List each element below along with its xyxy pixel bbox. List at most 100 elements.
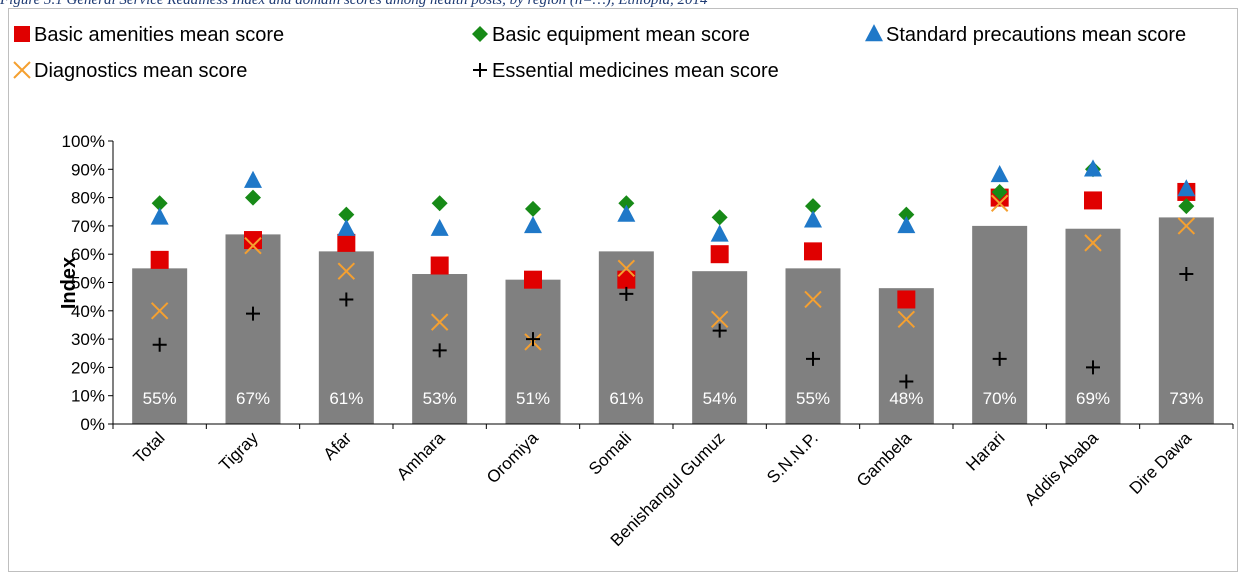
- legend-label: Essential medicines mean score: [492, 60, 779, 82]
- data-point: [337, 218, 356, 236]
- data-point: [710, 245, 729, 264]
- data-point: [152, 337, 167, 352]
- data-point: [431, 195, 448, 212]
- y-tick-label: 70%: [71, 217, 105, 236]
- y-tick-label: 50%: [71, 274, 105, 293]
- data-point: [1084, 234, 1102, 252]
- data-point: [245, 189, 261, 206]
- data-point: [524, 216, 542, 234]
- data-point: [804, 290, 822, 309]
- bar: [972, 225, 1028, 424]
- data-point: [805, 198, 821, 215]
- data-point: [150, 207, 169, 225]
- data-point: [430, 256, 449, 275]
- x-tick-label: Total: [130, 428, 169, 467]
- data-point: [1084, 191, 1102, 210]
- data-point: [244, 170, 262, 188]
- bar-value-label: 55%: [796, 389, 830, 408]
- data-point: [711, 209, 728, 226]
- data-point: [432, 343, 447, 358]
- data-point: [151, 195, 168, 212]
- data-point: [430, 218, 449, 236]
- y-tick-label: 80%: [71, 189, 105, 208]
- data-point: [1177, 179, 1196, 197]
- data-point: [1179, 267, 1194, 282]
- data-point: [337, 262, 356, 280]
- bar-value-label: 54%: [703, 389, 737, 408]
- data-point: [710, 224, 729, 242]
- bar-value-label: 67%: [236, 389, 270, 408]
- x-tick-label: Somali: [585, 428, 635, 478]
- data-point: [991, 183, 1008, 200]
- bar: [785, 268, 841, 424]
- y-tick-label: 90%: [71, 160, 105, 179]
- y-tick-label: 30%: [71, 330, 105, 349]
- legend-marker: [14, 26, 30, 42]
- bar-value-label: 55%: [143, 389, 177, 408]
- x-tick-label: Addis Ababa: [1021, 428, 1102, 509]
- bar: [505, 279, 561, 424]
- x-tick-label: S.N.N.P.: [763, 428, 822, 487]
- legend-marker: [472, 26, 488, 42]
- y-tick-label: 20%: [71, 358, 105, 377]
- data-point: [617, 204, 636, 222]
- bar: [318, 251, 374, 424]
- data-point: [710, 310, 729, 328]
- data-point: [806, 351, 820, 366]
- bar: [692, 271, 748, 424]
- data-point: [897, 290, 916, 309]
- y-tick-label: 10%: [71, 387, 105, 406]
- data-point: [899, 374, 914, 389]
- data-point: [525, 200, 541, 217]
- x-tick-label: Oromiya: [483, 428, 542, 487]
- data-point: [992, 351, 1007, 366]
- data-point: [1177, 217, 1196, 235]
- data-point: [990, 165, 1009, 183]
- bar: [1065, 228, 1121, 424]
- data-point: [1086, 360, 1100, 375]
- data-point: [524, 270, 542, 289]
- bar: [878, 288, 934, 424]
- data-point: [990, 194, 1009, 212]
- bar: [225, 234, 281, 424]
- bar-value-label: 53%: [423, 389, 457, 408]
- data-point: [617, 259, 636, 278]
- chart-frame: Basic amenities mean score Basic equipmen…: [8, 8, 1238, 572]
- data-point: [897, 310, 916, 328]
- y-tick-label: 100%: [62, 132, 105, 151]
- data-point: [244, 231, 262, 250]
- legend-label: Diagnostics mean score: [34, 60, 247, 82]
- legend-marker: [865, 24, 883, 42]
- data-point: [804, 242, 822, 261]
- legend-label: Basic amenities mean score: [34, 24, 284, 46]
- data-point: [619, 286, 634, 301]
- data-point: [1178, 198, 1195, 215]
- data-point: [898, 206, 915, 223]
- x-tick-label: Harari: [962, 428, 1008, 474]
- bar-value-label: 48%: [889, 389, 923, 408]
- data-point: [897, 216, 916, 234]
- x-tick-label: Afar: [320, 428, 356, 464]
- y-axis-title: Index: [58, 257, 80, 309]
- data-point: [526, 332, 540, 347]
- data-point: [430, 313, 449, 331]
- x-tick-label: Tigray: [215, 428, 262, 475]
- bar-value-label: 61%: [329, 389, 363, 408]
- chart-svg: Basic amenities mean score Basic equipmen…: [13, 24, 1234, 550]
- bar-value-label: 61%: [609, 389, 643, 408]
- bar-value-label: 70%: [983, 389, 1017, 408]
- data-point: [618, 195, 635, 212]
- bar-value-label: 69%: [1076, 389, 1110, 408]
- legend-marker: [13, 61, 31, 79]
- figure-caption: Figure 3.1 General Service Readiness Ind…: [0, 0, 708, 8]
- data-point: [339, 292, 354, 307]
- data-point: [338, 206, 355, 223]
- data-point: [617, 270, 636, 289]
- bar: [1158, 217, 1214, 424]
- data-point: [244, 237, 262, 255]
- data-point: [246, 306, 260, 321]
- y-tick-label: 60%: [71, 245, 105, 264]
- data-point: [712, 323, 727, 338]
- data-point: [337, 233, 356, 252]
- data-point: [804, 210, 822, 228]
